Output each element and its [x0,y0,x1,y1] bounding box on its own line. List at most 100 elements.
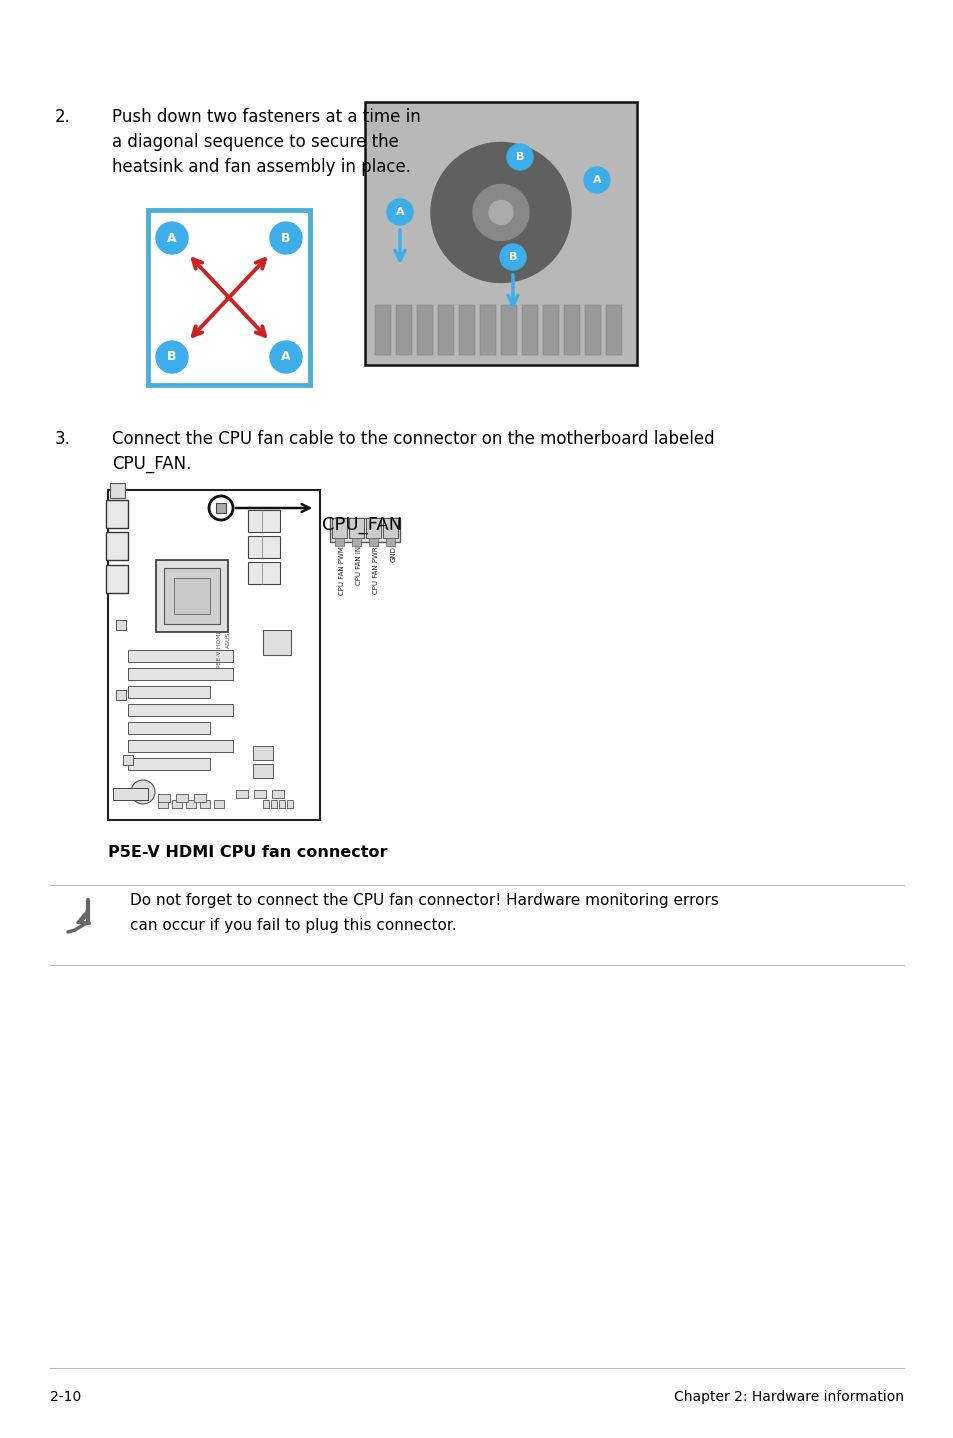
Bar [563,305,579,355]
Bar [263,630,291,654]
Text: CPU FAN PWR: CPU FAN PWR [374,546,379,594]
Bar [128,722,210,733]
Text: B: B [167,351,176,364]
Bar [278,800,285,808]
Bar [248,562,280,584]
Circle shape [431,142,571,282]
Bar [248,536,280,558]
Bar [263,800,269,808]
Bar [110,483,125,498]
Bar [369,538,377,546]
Circle shape [131,779,154,804]
Text: 2.: 2. [55,108,71,127]
Bar [352,538,360,546]
Bar [106,565,128,592]
Bar [335,538,344,546]
Bar [128,758,210,769]
Bar [272,789,284,798]
Bar [235,789,248,798]
Bar [365,273,637,365]
Bar [123,755,132,765]
Bar [375,305,391,355]
Text: CPU FAN IN: CPU FAN IN [356,546,362,585]
Text: GND: GND [390,546,396,562]
Bar [172,800,182,808]
Bar [148,210,310,385]
Bar [116,690,126,700]
Bar [395,305,412,355]
Bar [386,538,395,546]
Text: ASUS: ASUS [225,631,231,649]
Bar [156,559,228,631]
Bar [605,305,621,355]
Circle shape [506,144,533,170]
Bar [128,705,233,716]
Circle shape [387,198,413,224]
Text: Do not forget to connect the CPU fan connector! Hardware monitoring errors: Do not forget to connect the CPU fan con… [130,893,719,907]
Circle shape [489,200,513,224]
Bar [253,789,266,798]
Bar [479,305,496,355]
Text: 3.: 3. [55,430,71,449]
Bar [164,568,220,624]
Bar [213,800,224,808]
Bar [382,518,397,538]
Bar [106,500,128,528]
Text: Push down two fasteners at a time in: Push down two fasteners at a time in [112,108,420,127]
Bar [108,490,319,820]
Text: B: B [281,232,291,244]
Bar [200,800,210,808]
Bar [521,305,537,355]
Text: P5E-V HDMI CPU fan connector: P5E-V HDMI CPU fan connector [108,846,387,860]
Bar [128,741,233,752]
Bar [253,764,273,778]
Bar [253,746,273,761]
Bar [106,532,128,559]
Bar [158,800,168,808]
Bar [458,305,475,355]
Text: 2-10: 2-10 [50,1391,81,1403]
Text: CPU_FAN: CPU_FAN [322,516,402,533]
Bar [349,518,364,538]
Text: can occur if you fail to plug this connector.: can occur if you fail to plug this conne… [130,917,456,933]
Text: heatsink and fan assembly in place.: heatsink and fan assembly in place. [112,158,411,175]
Circle shape [156,221,188,255]
Bar [173,578,210,614]
Bar [128,686,210,697]
Bar [365,102,637,365]
Text: CPU FAN PWM: CPU FAN PWM [339,546,345,595]
Bar [248,510,280,532]
Bar [128,650,233,661]
Text: B: B [508,252,517,262]
Bar [215,503,226,513]
Text: B: B [516,152,523,162]
Text: Chapter 2: Hardware information: Chapter 2: Hardware information [673,1391,903,1403]
Bar [116,620,126,630]
Bar [271,800,276,808]
Text: P5E-V HDMI: P5E-V HDMI [217,631,222,669]
Bar [542,305,558,355]
Text: a diagonal sequence to secure the: a diagonal sequence to secure the [112,132,398,151]
Bar [186,800,195,808]
Bar [584,305,600,355]
Bar [175,794,188,802]
Bar [330,518,399,542]
Bar [500,305,517,355]
Circle shape [209,496,233,521]
Bar [437,305,454,355]
Circle shape [270,341,302,372]
Text: CPU_FAN.: CPU_FAN. [112,454,192,473]
Bar [158,794,170,802]
Text: A: A [281,351,291,364]
Text: A: A [592,175,600,186]
Text: A: A [167,232,176,244]
Bar [287,800,293,808]
Text: Connect the CPU fan cable to the connector on the motherboard labeled: Connect the CPU fan cable to the connect… [112,430,714,449]
Circle shape [583,167,609,193]
Bar [416,305,433,355]
Circle shape [270,221,302,255]
Bar [128,669,233,680]
Circle shape [156,341,188,372]
Bar [366,518,380,538]
Bar [112,788,148,800]
